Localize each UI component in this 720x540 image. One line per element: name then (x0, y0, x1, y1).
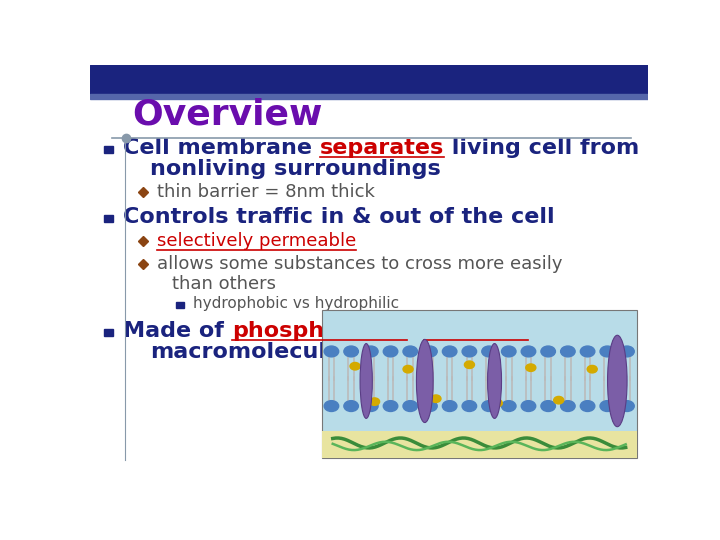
Circle shape (462, 346, 477, 357)
Circle shape (383, 346, 397, 357)
Text: Overview: Overview (132, 98, 323, 132)
Circle shape (561, 401, 575, 411)
Circle shape (580, 401, 595, 411)
Circle shape (492, 400, 503, 407)
Circle shape (588, 366, 597, 373)
Circle shape (423, 401, 437, 411)
Bar (104, 215, 114, 222)
Circle shape (620, 346, 634, 357)
Circle shape (403, 366, 413, 373)
Text: hydrophobic vs hydrophilic: hydrophobic vs hydrophilic (193, 296, 400, 312)
Circle shape (403, 346, 418, 357)
Circle shape (521, 346, 536, 357)
Circle shape (600, 401, 615, 411)
Text: Controls traffic in & out of the cell: Controls traffic in & out of the cell (124, 207, 555, 227)
Text: separates: separates (320, 138, 444, 158)
Bar (104, 329, 114, 336)
Circle shape (554, 396, 564, 404)
Text: nonliving surroundings: nonliving surroundings (150, 159, 441, 179)
Circle shape (423, 346, 437, 357)
Circle shape (526, 364, 536, 372)
Ellipse shape (608, 335, 627, 427)
Bar (322, 310, 636, 458)
Ellipse shape (416, 340, 433, 423)
Circle shape (600, 346, 615, 357)
Text: living cell from: living cell from (444, 138, 640, 158)
Circle shape (344, 401, 359, 411)
Circle shape (442, 401, 457, 411)
Text: Made of: Made of (124, 321, 232, 341)
Circle shape (324, 346, 338, 357)
Circle shape (502, 346, 516, 357)
Circle shape (403, 401, 418, 411)
Text: than others: than others (172, 275, 276, 293)
Circle shape (561, 346, 575, 357)
Circle shape (431, 395, 441, 402)
Circle shape (364, 401, 378, 411)
Text: ,: , (408, 321, 423, 341)
Circle shape (502, 401, 516, 411)
Circle shape (383, 401, 397, 411)
Text: thin barrier = 8nm thick: thin barrier = 8nm thick (157, 183, 375, 201)
Circle shape (442, 346, 457, 357)
Ellipse shape (360, 343, 372, 418)
Circle shape (369, 398, 379, 406)
Circle shape (464, 361, 474, 368)
Bar (104, 146, 114, 153)
Circle shape (580, 346, 595, 357)
Text: selectively permeable: selectively permeable (157, 232, 356, 249)
Text: proteins: proteins (423, 321, 528, 341)
Circle shape (462, 401, 477, 411)
Circle shape (620, 401, 634, 411)
Text: macromolecules: macromolecules (150, 342, 354, 362)
Bar (176, 302, 184, 308)
Ellipse shape (487, 343, 502, 418)
Text: & other: & other (528, 321, 631, 341)
Circle shape (324, 401, 338, 411)
Circle shape (350, 362, 360, 370)
Circle shape (344, 346, 359, 357)
Circle shape (541, 346, 555, 357)
Text: allows some substances to cross more easily: allows some substances to cross more eas… (157, 255, 562, 273)
Circle shape (482, 401, 496, 411)
Circle shape (521, 401, 536, 411)
Text: Cell membrane: Cell membrane (124, 138, 320, 158)
Bar (90, 94, 648, 99)
Circle shape (364, 346, 378, 357)
Bar (90, 65, 648, 94)
Circle shape (541, 401, 555, 411)
Text: phospholipids: phospholipids (232, 321, 408, 341)
Bar (322, 431, 636, 458)
Circle shape (482, 346, 496, 357)
